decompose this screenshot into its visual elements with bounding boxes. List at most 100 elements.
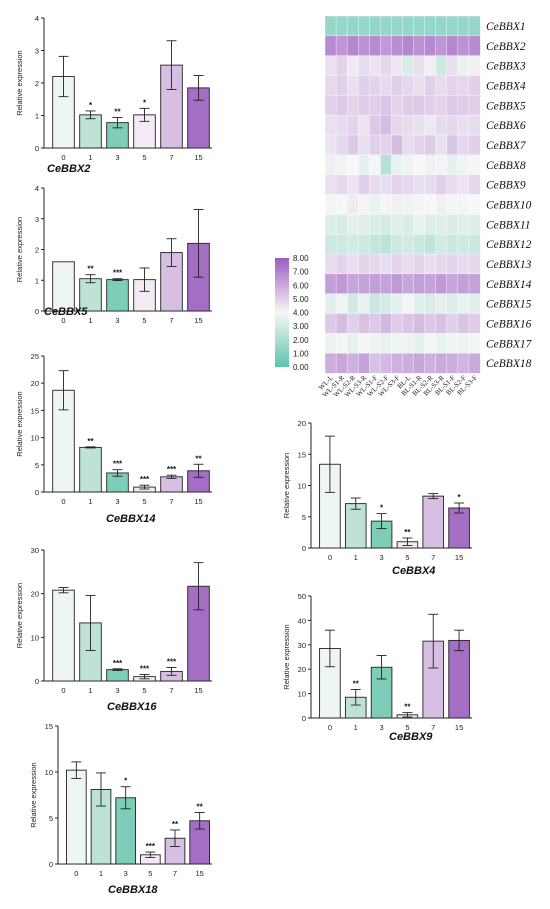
significance-label: *** — [140, 475, 150, 484]
heatmap-cell — [358, 134, 370, 156]
heatmap-cell — [468, 273, 481, 295]
colorbar-tick-label: 8.00 — [293, 254, 309, 263]
bar — [52, 261, 75, 312]
heatmap-cell — [435, 174, 448, 196]
y-tick-label: 0 — [49, 860, 53, 869]
heatmap-cell — [457, 273, 470, 295]
heatmap-cell — [335, 293, 348, 315]
heatmap-cell — [369, 273, 381, 295]
x-tick-label: 0 — [74, 869, 78, 878]
heatmap-cell — [369, 114, 381, 136]
heatmap-row-label: CeBBX13 — [486, 259, 532, 271]
heatmap-cell — [335, 134, 348, 156]
heatmap-cell — [435, 154, 448, 176]
y-tick-label: 0 — [35, 488, 39, 497]
heatmap-cell — [413, 293, 426, 315]
heatmap-cell — [335, 194, 348, 215]
heatmap-cell — [468, 333, 481, 354]
bar — [52, 589, 75, 682]
heatmap-cell — [424, 214, 437, 235]
heatmap-row-label: CeBBX16 — [486, 318, 532, 330]
chart-title: CeBBX14 — [106, 513, 156, 525]
heatmap-cell — [457, 114, 470, 136]
heatmap-cell — [391, 55, 404, 77]
chart-title: CeBBX18 — [108, 884, 158, 896]
heatmap-cell — [424, 233, 437, 255]
heatmap-cell — [413, 55, 426, 77]
heatmap-cell — [358, 35, 370, 57]
heatmap-cell — [413, 313, 426, 334]
heatmap-cell — [391, 293, 404, 315]
heatmap-cell — [380, 134, 393, 156]
colorbar-tick-label: 4.00 — [293, 309, 309, 318]
heatmap-cell — [402, 95, 415, 116]
heatmap-cell — [468, 75, 481, 96]
x-tick-label: 3 — [379, 553, 383, 562]
heatmap-cell — [324, 114, 337, 136]
heatmap-cell — [402, 75, 415, 96]
x-tick-label: 3 — [379, 723, 383, 732]
heatmap-cell — [402, 194, 415, 215]
heatmap-cell — [468, 174, 481, 196]
heatmap-cell — [346, 35, 359, 57]
heatmap-cell — [380, 194, 393, 215]
heatmap-cell — [424, 154, 437, 176]
heatmap-cell — [324, 313, 337, 334]
x-tick-label: 1 — [354, 723, 358, 732]
heatmap-cell — [324, 174, 337, 196]
x-tick-label: 3 — [115, 497, 119, 506]
x-tick-label: 1 — [88, 316, 92, 325]
y-tick-label: 3 — [35, 47, 39, 56]
x-tick-label: 5 — [148, 869, 152, 878]
x-tick-label: 5 — [142, 316, 146, 325]
x-tick-label: 3 — [115, 686, 119, 695]
chart-CeBBX4: 0 5 10 15 20 Relative expression 0 1 * 3 ** 5 7 * 15 Ce… — [282, 419, 472, 577]
heatmap-cell — [424, 95, 437, 116]
heatmap-cell — [435, 293, 448, 315]
heatmap-cell — [380, 55, 393, 77]
heatmap-cell — [446, 352, 459, 374]
y-tick-label: 25 — [31, 352, 39, 361]
heatmap-cell — [369, 134, 381, 156]
heatmap-cell — [435, 55, 448, 77]
heatmap-cell — [380, 273, 393, 295]
y-tick-label: 20 — [31, 590, 39, 599]
x-tick-label: 15 — [455, 723, 463, 732]
y-tick-label: 10 — [31, 633, 39, 642]
significance-label: *** — [167, 465, 177, 474]
significance-label: * — [143, 98, 147, 107]
y-tick-label: 40 — [298, 616, 306, 625]
heatmap-cell — [380, 253, 393, 275]
heatmap-cell — [457, 154, 470, 176]
heatmap-cell — [468, 35, 481, 57]
heatmap-cell — [391, 352, 404, 374]
heatmap-cell — [413, 333, 426, 354]
x-tick-label: 0 — [61, 153, 65, 162]
heatmap-cell — [413, 35, 426, 57]
significance-label: ** — [87, 265, 94, 274]
heatmap-cell — [468, 214, 481, 235]
significance-label: * — [458, 493, 462, 502]
x-tick-label: 1 — [88, 686, 92, 695]
heatmap-cell — [346, 333, 359, 354]
significance-label: ** — [404, 528, 411, 537]
x-tick-label: 0 — [61, 497, 65, 506]
chart-CeBBX16: 0 10 20 30 Relative expression 0 1 *** 3 *** 5 *** 7… — [15, 546, 212, 713]
heatmap-cell — [424, 35, 437, 57]
heatmap-cell — [324, 253, 337, 275]
heatmap-cell — [435, 273, 448, 295]
y-tick-label: 20 — [298, 665, 306, 674]
heatmap-cell — [446, 114, 459, 136]
x-tick-label: 7 — [169, 153, 173, 162]
heatmap-cell — [435, 194, 448, 215]
heatmap-cell — [380, 75, 393, 96]
heatmap-cell — [446, 15, 459, 37]
y-tick-label: 2 — [35, 79, 39, 88]
y-tick-label: 15 — [298, 450, 306, 459]
heatmap-cell — [335, 352, 348, 374]
heatmap-cell — [346, 95, 359, 116]
heatmap-cell — [402, 55, 415, 77]
heatmap-row-label: CeBBX17 — [486, 338, 533, 350]
heatmap-cell — [468, 253, 481, 275]
heatmap-cell — [424, 55, 437, 77]
